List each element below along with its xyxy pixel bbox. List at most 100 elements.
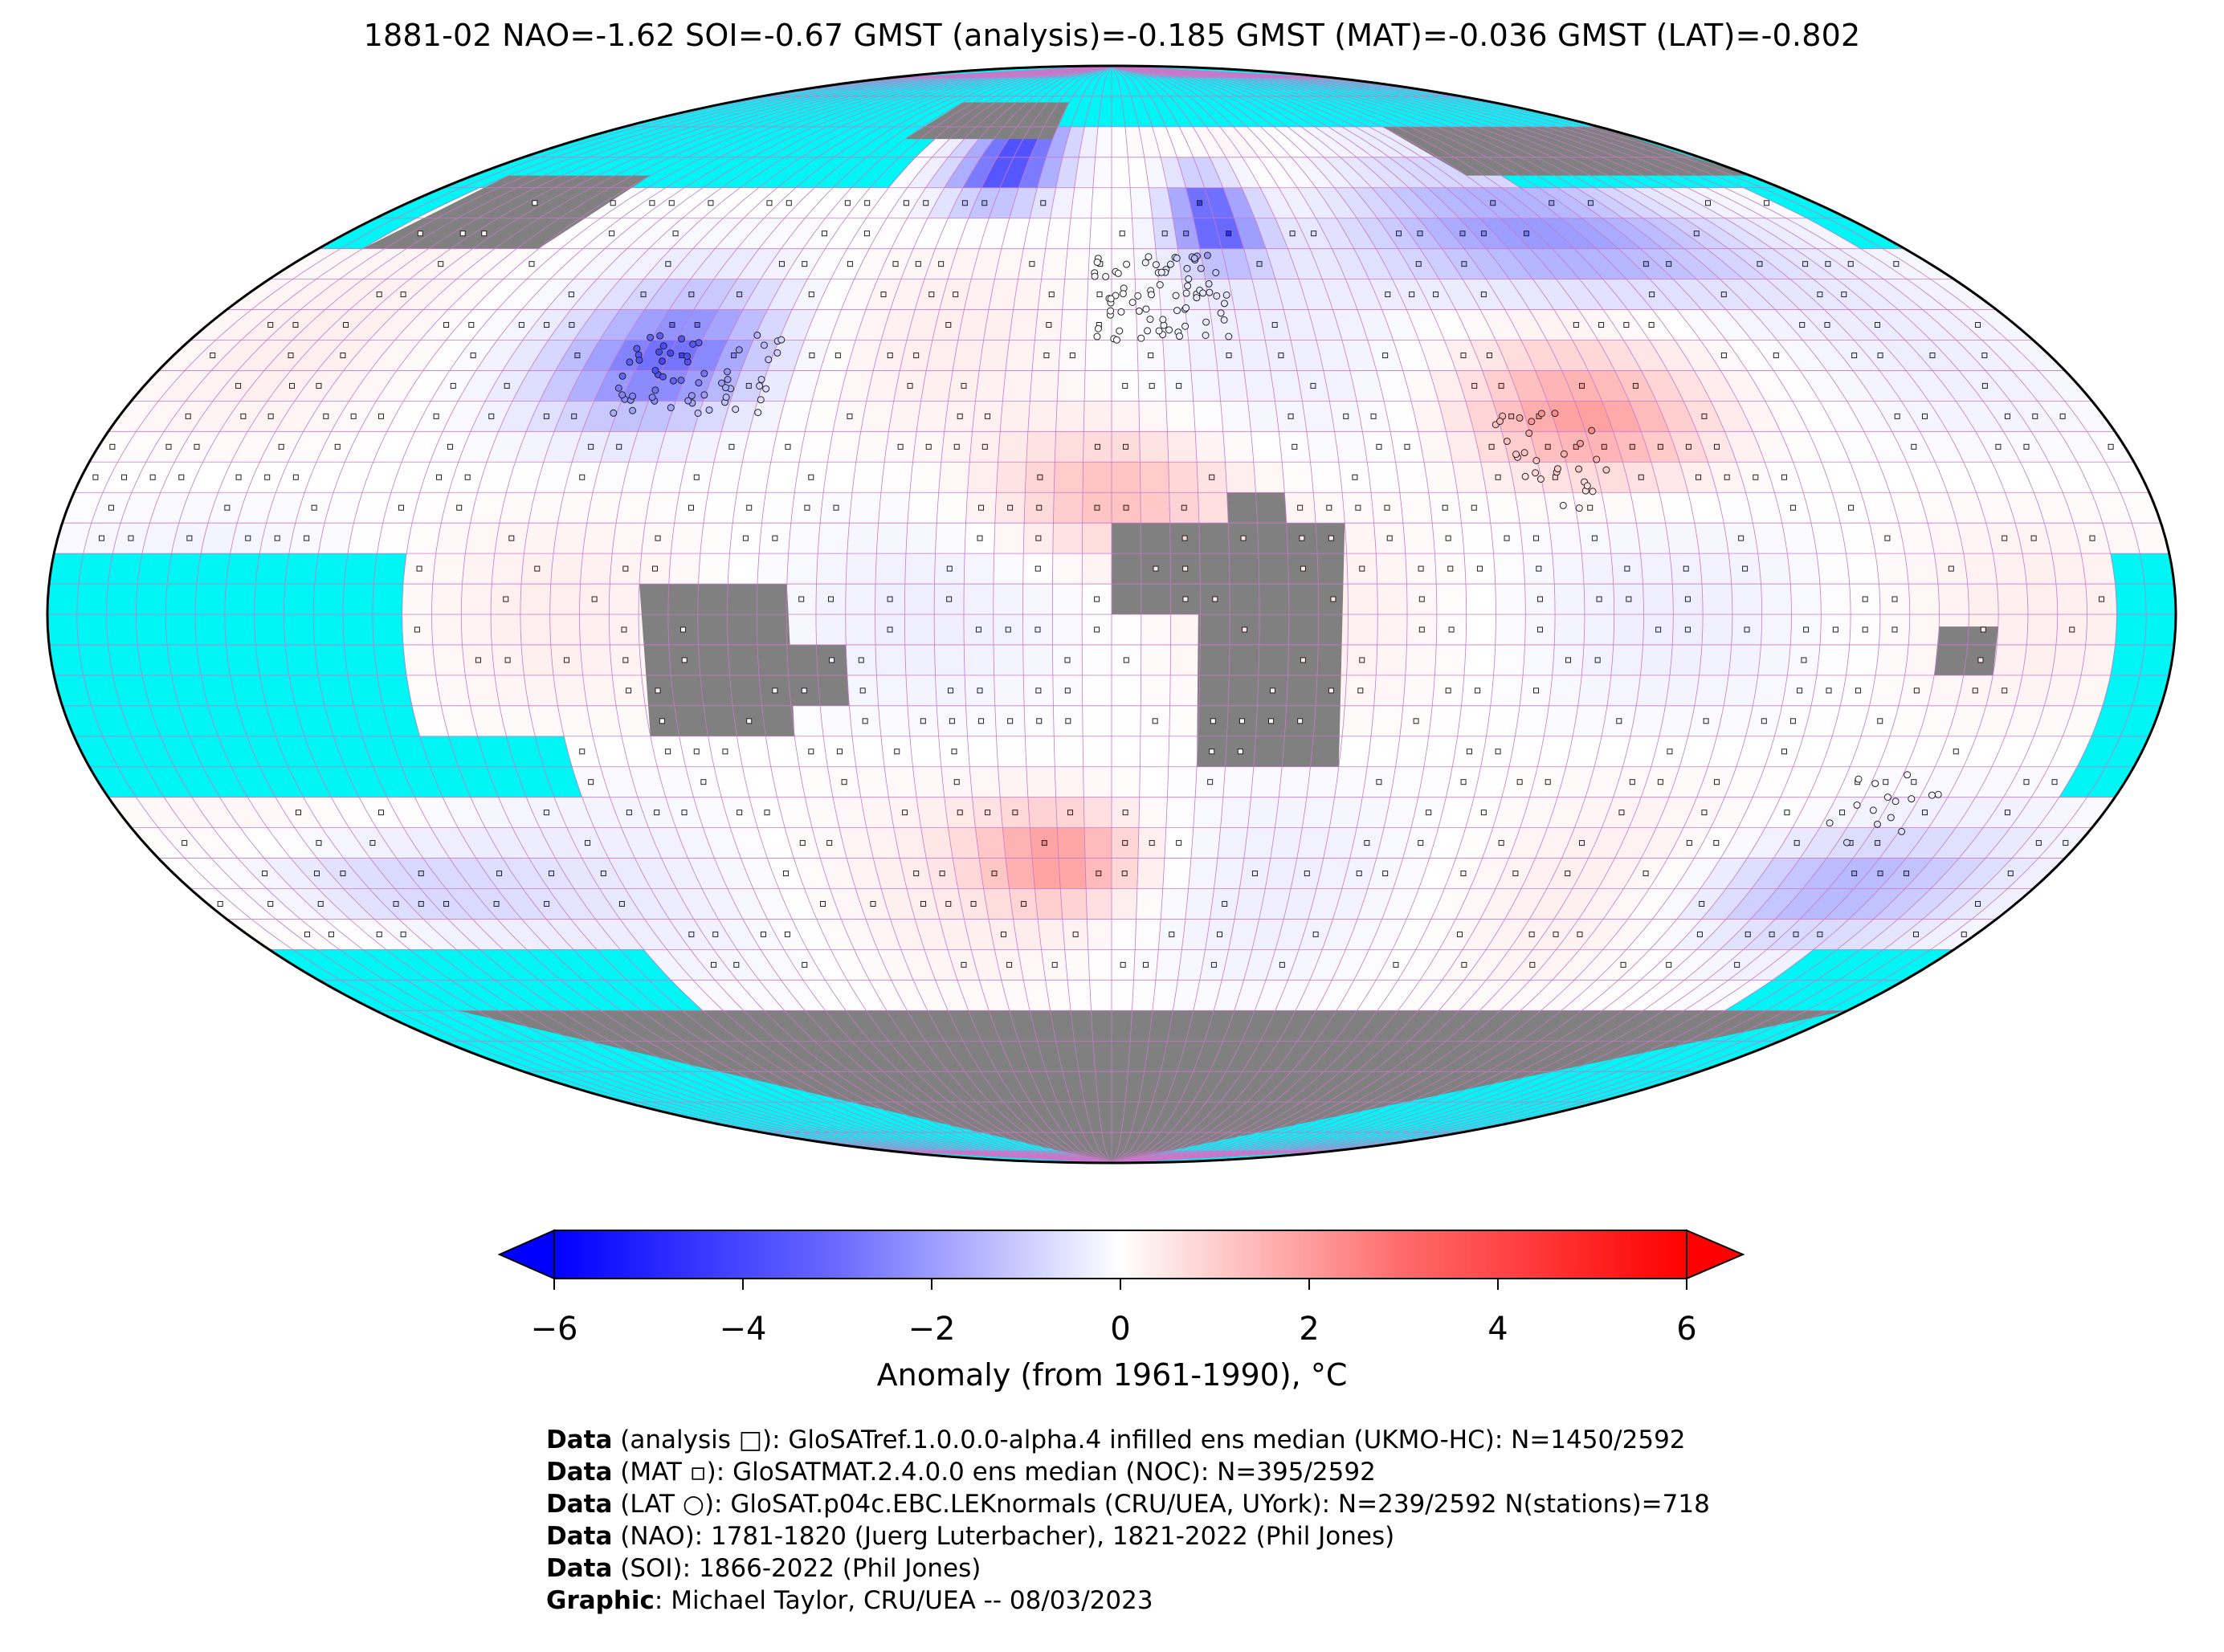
anomaly-cell (1217, 370, 1248, 402)
lat-station-marker (1094, 324, 1102, 332)
anomaly-cell (1816, 644, 1850, 675)
mat-marker (1824, 322, 1830, 328)
mat-marker (1480, 292, 1487, 298)
anomaly-cell (1504, 309, 1547, 341)
anomaly-cell (1565, 736, 1602, 767)
anomaly-cell (1561, 980, 1618, 1011)
anomaly-cell (913, 980, 949, 1011)
anomaly-cell (935, 980, 969, 1011)
mat-marker (1240, 535, 1247, 541)
anomaly-cell (1659, 492, 1695, 524)
mat-marker (1418, 565, 1424, 572)
anomaly-cell (1149, 187, 1173, 218)
mat-marker (588, 443, 594, 450)
anomaly-cell (920, 370, 953, 402)
anomaly-cell (570, 279, 621, 310)
anomaly-cell (521, 919, 573, 950)
anomaly-cell (1055, 766, 1084, 797)
mat-marker (907, 382, 913, 389)
lat-station-marker (1112, 336, 1120, 344)
anomaly-cell (1167, 431, 1198, 463)
mat-marker (217, 900, 223, 907)
anomaly-cell (1710, 797, 1753, 828)
anomaly-cell (860, 401, 894, 432)
anomaly-cell (1918, 705, 1957, 736)
land-missing (362, 175, 651, 249)
anomaly-cell (386, 401, 431, 432)
anomaly-cell (700, 523, 733, 554)
anomaly-cell (1140, 492, 1170, 524)
anomaly-cell (702, 309, 743, 341)
anomaly-cell (1060, 309, 1088, 341)
mat-marker (2069, 626, 2075, 633)
anomaly-cell (1981, 340, 2038, 371)
anomaly-cell (643, 949, 693, 981)
anomaly-cell (1222, 248, 1252, 279)
anomaly-cell (1438, 797, 1475, 828)
anomaly-cell (1976, 705, 2016, 736)
anomaly-cell (1141, 644, 1171, 675)
anomaly-cell (1112, 675, 1141, 706)
anomaly-cell (1816, 553, 1850, 585)
mat-marker (737, 292, 743, 298)
mat-marker (731, 352, 737, 358)
anomaly-cell (1701, 614, 1732, 645)
mat-marker (418, 871, 424, 877)
anomaly-cell (693, 797, 731, 828)
anomaly-cell (1328, 126, 1389, 157)
anomaly-cell (1168, 462, 1198, 493)
grid-meridian (933, 66, 1112, 1163)
anomaly-cell (692, 980, 744, 1011)
anomaly-cell (550, 553, 583, 585)
anomaly-cell (913, 218, 949, 249)
anomaly-cell (1291, 340, 1324, 371)
anomaly-cell (957, 309, 989, 341)
mat-marker (1121, 871, 1128, 877)
mat-marker (1460, 779, 1467, 785)
anomaly-cell (648, 827, 688, 859)
lat-station-marker (1135, 307, 1143, 315)
grid-meridian (1111, 66, 1644, 1163)
grid-meridian (1111, 66, 1940, 1163)
anomaly-cell (1420, 248, 1463, 279)
colorbar-max-extension (1686, 1229, 1745, 1280)
anomaly-cell (1398, 980, 1443, 1011)
mat-marker (278, 443, 284, 450)
anomaly-cell (1889, 492, 1928, 524)
anomaly-cell (1750, 309, 1803, 341)
mat-marker (1784, 810, 1790, 816)
anomaly-cell (1652, 888, 1701, 920)
anomaly-cell (1535, 827, 1575, 859)
mat-marker (827, 596, 834, 602)
anomaly-cell (573, 248, 627, 279)
anomaly-cell (432, 644, 466, 675)
anomaly-cell (1480, 888, 1521, 920)
mat-marker (1209, 748, 1215, 755)
anomaly-cell (406, 675, 442, 706)
mat-marker (1433, 292, 1439, 298)
anomaly-cell (1792, 401, 1837, 432)
anomaly-cell (1222, 766, 1254, 797)
anomaly-cell (471, 309, 522, 341)
anomaly-cell (1255, 980, 1288, 1011)
mat-marker (920, 718, 926, 724)
anomaly-cell (907, 157, 949, 188)
anomaly-cell (1165, 401, 1196, 432)
anomaly-cell (1576, 187, 1643, 218)
anomaly-cell (1088, 949, 1112, 981)
mat-marker (1884, 535, 1891, 541)
mat-marker (948, 687, 954, 694)
anomaly-cell (1062, 279, 1088, 310)
anomaly-cell (860, 797, 894, 828)
mat-marker (1447, 565, 1454, 572)
lat-station-marker (1217, 309, 1225, 317)
anomaly-cell (1418, 340, 1456, 371)
anomaly-cell (1217, 827, 1248, 859)
anomaly-cell (781, 980, 826, 1011)
anomaly-cell (447, 919, 504, 950)
anomaly-cell (1810, 523, 1847, 554)
anomaly-cell (1013, 279, 1042, 310)
mat-marker (928, 292, 935, 298)
grid-meridian (136, 66, 1112, 1163)
anomaly-cell (1082, 523, 1112, 554)
